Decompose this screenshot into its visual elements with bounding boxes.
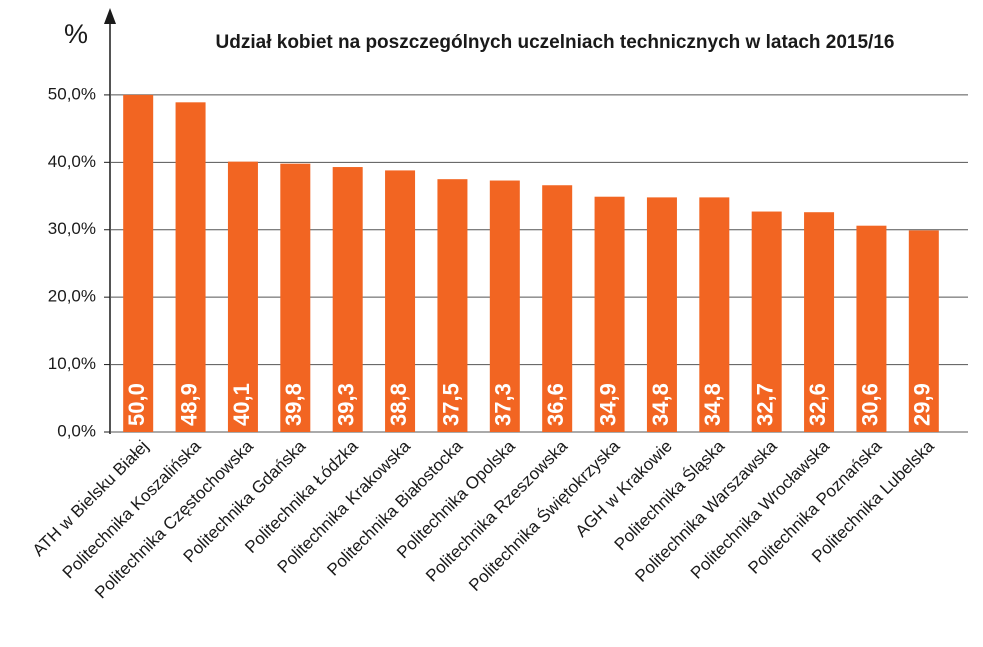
value-label: 34,9	[595, 383, 620, 426]
bar	[123, 94, 154, 432]
bar	[175, 102, 206, 433]
y-tick-label: 50,0%	[48, 84, 96, 103]
bar	[280, 163, 311, 433]
bar	[699, 197, 730, 432]
bar	[751, 211, 782, 432]
value-label: 32,7	[753, 383, 778, 426]
bar	[804, 212, 835, 432]
value-label: 50,0	[124, 383, 149, 426]
chart-title: Udział kobiet na poszczególnych uczelnia…	[216, 32, 895, 53]
bar	[332, 167, 363, 432]
y-tick-label: 30,0%	[48, 219, 96, 238]
bar	[385, 170, 416, 432]
value-label: 32,6	[805, 383, 830, 426]
bar	[908, 230, 939, 432]
value-label: 30,6	[857, 383, 882, 426]
value-label: 29,9	[910, 383, 935, 426]
bar	[227, 161, 258, 433]
value-label: 36,6	[543, 383, 568, 426]
bar	[856, 225, 887, 432]
bar	[437, 179, 468, 432]
value-label: 34,8	[700, 383, 725, 426]
bar	[489, 180, 520, 432]
x-tick-label: AGH w Krakowie	[572, 437, 676, 541]
bar	[594, 196, 625, 432]
value-label: 34,8	[648, 383, 673, 426]
value-label: 48,9	[176, 383, 201, 426]
y-tick-label: 10,0%	[48, 354, 96, 373]
y-tick-label: 0,0%	[57, 421, 96, 440]
value-label: 40,1	[229, 383, 254, 426]
y-axis-label: %	[64, 19, 88, 49]
value-label: 39,8	[281, 383, 306, 426]
y-axis-arrow	[104, 8, 116, 24]
value-label: 38,8	[386, 383, 411, 426]
y-tick-label: 40,0%	[48, 152, 96, 171]
value-label: 37,5	[438, 383, 463, 426]
value-label: 39,3	[334, 383, 359, 426]
y-tick-label: 20,0%	[48, 287, 96, 306]
bar	[646, 197, 677, 432]
value-label: 37,3	[491, 383, 516, 426]
bar	[542, 185, 573, 432]
